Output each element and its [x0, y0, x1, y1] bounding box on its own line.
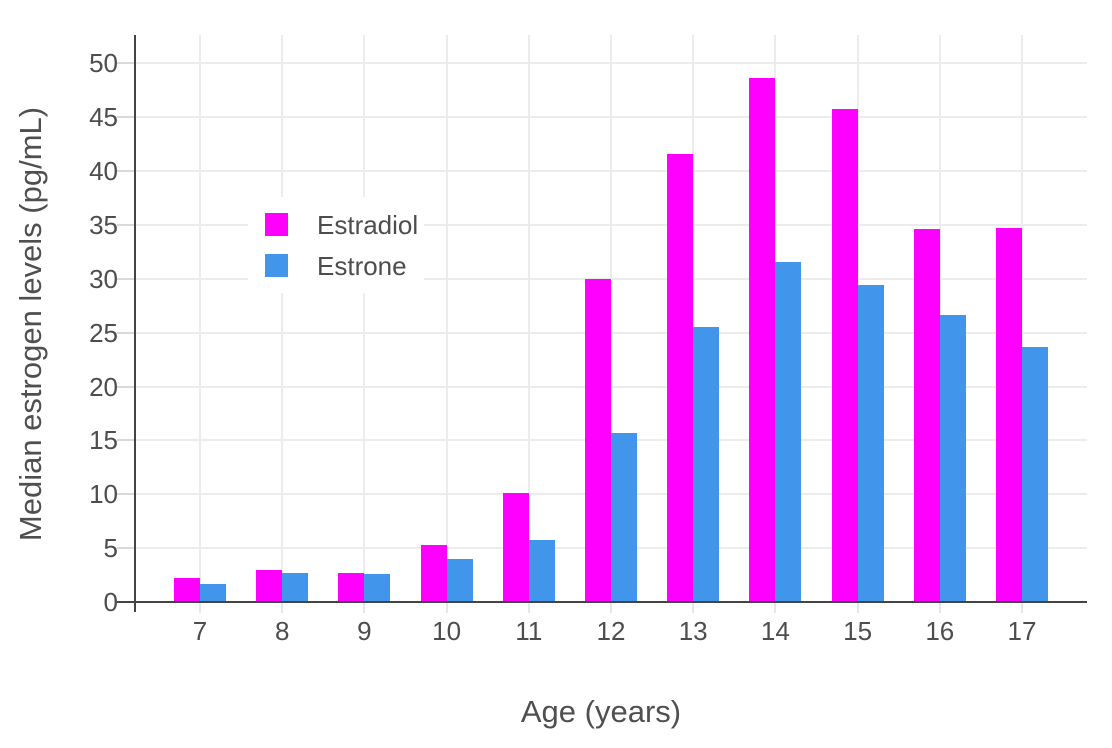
- legend: Estradiol Estrone: [248, 197, 424, 293]
- bar-estrone-age-7[interactable]: [200, 583, 226, 602]
- y-tick-label: 10: [89, 479, 118, 510]
- y-tick-mark: [117, 385, 135, 388]
- x-tick-label: 11: [515, 616, 543, 646]
- y-tick-label: 35: [89, 209, 118, 240]
- x-tick-mark: [610, 603, 612, 613]
- bar-estradiol-age-12[interactable]: [585, 278, 611, 602]
- x-gridline: [610, 35, 612, 602]
- x-tick-label: 17: [1007, 616, 1037, 646]
- bar-estrone-age-9[interactable]: [364, 573, 391, 602]
- x-gridline: [281, 35, 284, 602]
- y-tick-label: 15: [89, 425, 118, 456]
- x-tick-mark: [692, 603, 695, 613]
- bar-estradiol-age-14[interactable]: [749, 78, 776, 602]
- y-tick-mark: [117, 439, 135, 442]
- legend-label-estrone: Estrone: [317, 250, 407, 281]
- x-gridline: [1021, 35, 1023, 602]
- bar-estrone-age-11[interactable]: [528, 539, 555, 602]
- y-tick-mark: [117, 116, 135, 119]
- x-tick-label: 10: [432, 616, 462, 646]
- x-tick-label: 12: [596, 616, 626, 646]
- legend-label-estradiol: Estradiol: [317, 209, 419, 240]
- y-tick-label: 25: [89, 317, 118, 348]
- x-tick-mark: [938, 603, 941, 613]
- y-tick-label: 0: [103, 587, 118, 617]
- x-gridline: [363, 35, 366, 602]
- y-tick-mark: [117, 223, 135, 226]
- x-tick-mark: [1021, 603, 1023, 613]
- y-tick-mark: [117, 170, 135, 173]
- y-tick-mark: [117, 547, 135, 550]
- bar-estrone-age-17[interactable]: [1022, 346, 1048, 602]
- x-tick-label: 9: [357, 616, 372, 646]
- x-tick-label: 16: [925, 616, 955, 646]
- x-tick-label: 13: [678, 616, 708, 646]
- bar-estradiol-age-15[interactable]: [831, 108, 858, 602]
- y-tick-mark: [117, 277, 135, 280]
- x-gridline: [692, 35, 695, 602]
- x-tick-label: 15: [843, 616, 873, 646]
- bar-estrone-age-15[interactable]: [857, 285, 884, 602]
- y-tick-label: 20: [89, 371, 118, 402]
- x-gridline: [527, 35, 530, 602]
- y-tick-mark: [117, 493, 135, 496]
- y-tick-label: 45: [89, 102, 118, 133]
- legend-item-estradiol[interactable]: Estradiol: [248, 211, 424, 239]
- bar-estrone-age-13[interactable]: [693, 327, 720, 602]
- bar-estradiol-age-8[interactable]: [256, 569, 283, 602]
- x-tick-mark: [281, 603, 284, 613]
- x-tick-label: 8: [274, 616, 290, 646]
- y-axis-line: [134, 35, 136, 612]
- estrone-color-swatch: [265, 254, 288, 277]
- bar-estradiol-age-17[interactable]: [996, 228, 1022, 602]
- estradiol-color-swatch: [265, 213, 288, 236]
- x-tick-mark: [199, 603, 201, 613]
- x-tick-mark: [363, 603, 366, 613]
- x-tick-mark: [445, 603, 448, 613]
- y-tick-label: 50: [89, 48, 118, 79]
- bar-estradiol-age-7[interactable]: [174, 578, 200, 602]
- bar-estradiol-age-16[interactable]: [913, 229, 940, 602]
- x-gridline: [199, 35, 201, 602]
- y-tick-label: 5: [103, 533, 118, 564]
- x-gridline: [445, 35, 448, 602]
- x-axis-title: Age (years): [520, 694, 682, 729]
- x-axis-line: [117, 601, 1087, 603]
- y-tick-label: 30: [89, 263, 118, 294]
- x-tick-mark: [527, 603, 530, 613]
- bar-estradiol-age-13[interactable]: [667, 153, 694, 602]
- y-tick-label: 40: [89, 156, 118, 187]
- bar-estrone-age-16[interactable]: [939, 315, 966, 602]
- y-axis-title: Median estrogen levels (pg/mL): [13, 106, 48, 542]
- bar-estradiol-age-11[interactable]: [502, 493, 529, 602]
- bar-estrone-age-10[interactable]: [446, 558, 473, 602]
- bar-estrone-age-8[interactable]: [282, 572, 309, 602]
- x-tick-mark: [856, 603, 859, 613]
- x-tick-mark: [774, 603, 777, 613]
- bar-estradiol-age-9[interactable]: [338, 572, 365, 602]
- x-tick-label: 7: [192, 616, 208, 646]
- bar-estrone-age-14[interactable]: [775, 261, 802, 602]
- bar-estradiol-age-10[interactable]: [420, 544, 447, 602]
- y-tick-mark: [117, 331, 135, 334]
- legend-item-estrone[interactable]: Estrone: [248, 252, 424, 280]
- bar-estrone-age-12[interactable]: [611, 432, 637, 602]
- y-tick-mark: [117, 62, 135, 65]
- x-tick-label: 14: [760, 616, 790, 646]
